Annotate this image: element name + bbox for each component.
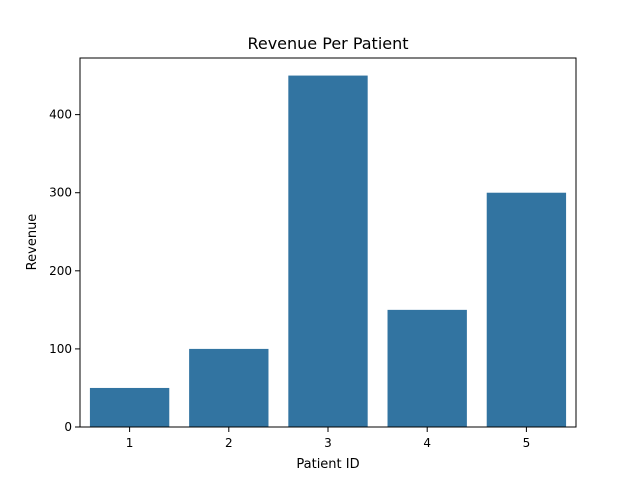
- y-tick-label: 0: [64, 420, 72, 434]
- y-tick-label: 300: [49, 186, 72, 200]
- x-tick-label: 1: [126, 436, 134, 450]
- bar-patient-4: [387, 309, 467, 427]
- chart-title: Revenue Per Patient: [247, 34, 408, 53]
- y-axis-label: Revenue: [25, 214, 40, 271]
- x-tick-label: 2: [225, 436, 233, 450]
- bar-patient-1: [89, 387, 170, 427]
- bar-patient-5: [486, 192, 567, 427]
- x-axis-label: Patient ID: [296, 457, 359, 472]
- x-tick-label: 3: [324, 436, 332, 450]
- y-tick-label: 400: [49, 108, 72, 122]
- y-tick-label: 100: [49, 342, 72, 356]
- bar-patient-2: [189, 348, 269, 427]
- bar-patient-3: [288, 75, 368, 428]
- y-axis: 0 100 200 300 400: [49, 108, 80, 434]
- bars-layer: [89, 75, 567, 428]
- x-axis: 1 2 3 4 5: [126, 427, 530, 450]
- y-tick-label: 200: [49, 264, 72, 278]
- x-tick-label: 5: [523, 436, 531, 450]
- x-tick-label: 4: [423, 436, 431, 450]
